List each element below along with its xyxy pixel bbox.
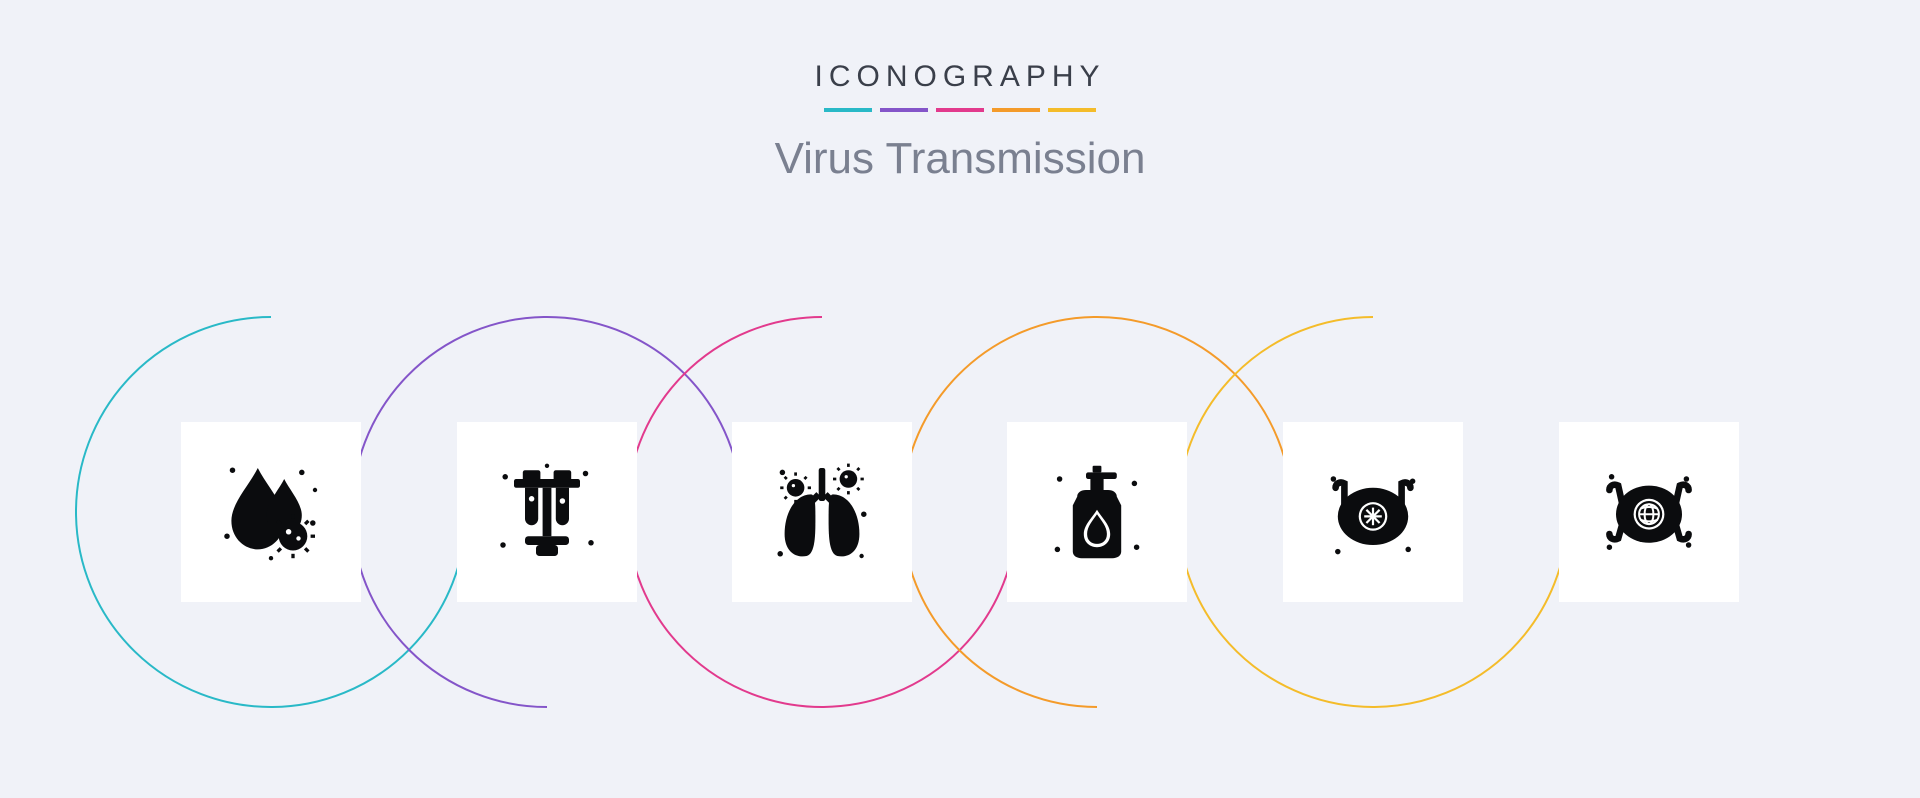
icon-cards-layer xyxy=(0,0,1920,798)
icon-card-hand-sanitizer xyxy=(1007,422,1187,602)
icon-card-blood-virus xyxy=(181,422,361,602)
blood-virus-icon xyxy=(216,457,326,567)
world-mask-icon xyxy=(1594,457,1704,567)
icon-card-world-mask xyxy=(1559,422,1739,602)
hand-sanitizer-icon xyxy=(1042,457,1152,567)
test-tubes-icon xyxy=(492,457,602,567)
icon-card-infected-lungs xyxy=(732,422,912,602)
icon-card-test-tubes xyxy=(457,422,637,602)
infected-lungs-icon xyxy=(767,457,877,567)
icon-card-n95-mask xyxy=(1283,422,1463,602)
n95-mask-icon xyxy=(1318,457,1428,567)
